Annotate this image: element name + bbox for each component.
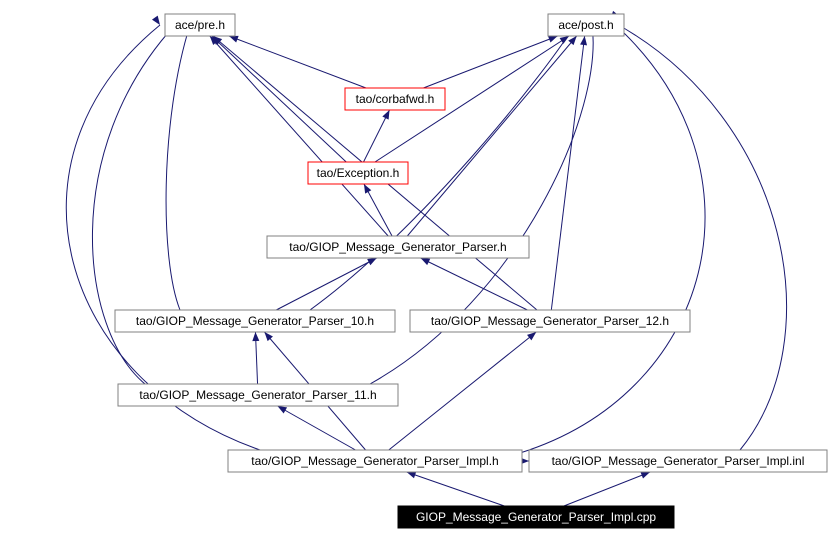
node-label: tao/GIOP_Message_Generator_Parser_11.h	[139, 388, 376, 402]
node-parser12[interactable]: tao/GIOP_Message_Generator_Parser_12.h	[410, 310, 690, 332]
node-parser[interactable]: tao/GIOP_Message_Generator_Parser.h	[267, 236, 529, 258]
node-exception[interactable]: tao/Exception.h	[308, 162, 408, 184]
edge-root-implh	[407, 472, 505, 506]
node-label: tao/Exception.h	[317, 166, 400, 180]
node-label: tao/GIOP_Message_Generator_Parser_12.h	[431, 314, 669, 328]
node-parser10[interactable]: tao/GIOP_Message_Generator_Parser_10.h	[115, 310, 395, 332]
nodes-layer: ace/pre.h ace/post.h tao/corbafwd.h tao/Exc…	[115, 14, 827, 528]
edge-parser-pre	[210, 36, 388, 236]
dependency-graph: ace/pre.h ace/post.h tao/corbafwd.h tao/Exc…	[0, 0, 830, 534]
node-post[interactable]: ace/post.h	[548, 14, 624, 36]
edge-parser12-parser	[421, 258, 528, 310]
node-implh[interactable]: tao/GIOP_Message_Generator_Parser_Impl.h	[228, 450, 522, 472]
edge-root-implinl	[564, 472, 650, 506]
edge-parser-post	[407, 36, 576, 236]
node-label: GIOP_Message_Generator_Parser_Impl.cpp	[416, 510, 656, 524]
node-implinl[interactable]: tao/GIOP_Message_Generator_Parser_Impl.i…	[529, 450, 827, 472]
edge-corbafwd-post	[423, 36, 557, 88]
edge-implinl-post	[615, 23, 787, 450]
node-label: tao/GIOP_Message_Generator_Parser.h	[289, 240, 506, 254]
node-pre[interactable]: ace/pre.h	[165, 14, 235, 36]
node-label: tao/GIOP_Message_Generator_Parser_Impl.h	[251, 454, 498, 468]
node-parser11[interactable]: tao/GIOP_Message_Generator_Parser_11.h	[118, 384, 398, 406]
node-label: ace/pre.h	[175, 18, 225, 32]
node-root[interactable]: GIOP_Message_Generator_Parser_Impl.cpp	[398, 506, 674, 528]
node-label: tao/corbafwd.h	[356, 92, 435, 106]
node-label: ace/post.h	[558, 18, 613, 32]
edge-implh-parser12	[389, 332, 537, 450]
edge-parser10-parser	[276, 258, 376, 310]
node-label: tao/GIOP_Message_Generator_Parser_Impl.i…	[552, 454, 805, 468]
edge-implh-post	[520, 20, 705, 453]
node-label: tao/GIOP_Message_Generator_Parser_10.h	[136, 314, 374, 328]
node-corbafwd[interactable]: tao/corbafwd.h	[345, 88, 445, 110]
edge-parser10-pre	[166, 25, 190, 310]
edge-implh-parser11	[278, 406, 356, 450]
edge-parser12-post	[551, 36, 584, 310]
